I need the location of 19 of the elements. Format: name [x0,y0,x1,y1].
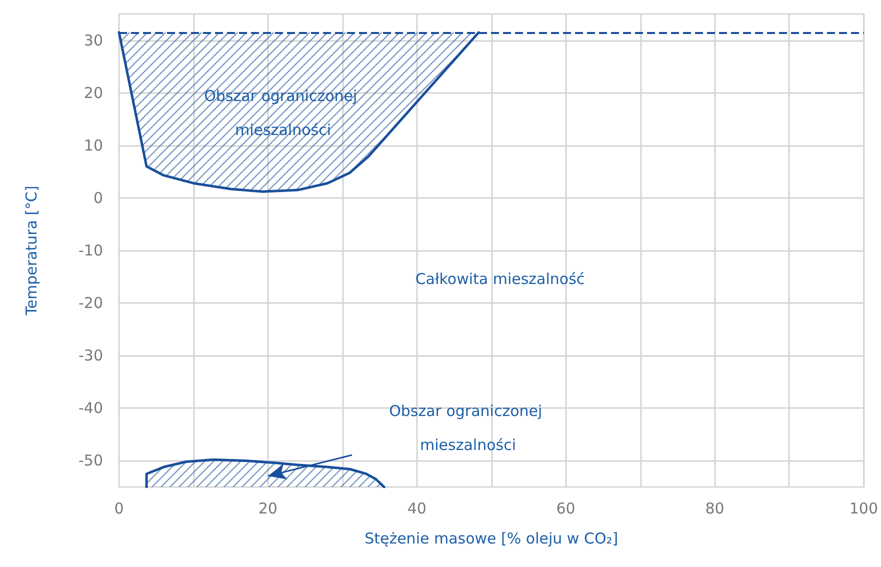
annotation: Obszar ograniczonej mieszalności [389,402,547,454]
x-axis-title: Stężenie masowe [% oleju w CO₂] [364,530,618,548]
y-tick-label: 20 [84,84,103,102]
x-tick-label: 60 [556,500,576,518]
x-tick-label: 20 [258,500,278,518]
y-tick-label: -20 [78,294,103,312]
y-tick-label: -10 [78,242,103,260]
x-tick-label: 0 [114,500,124,518]
x-tick-label: 100 [849,500,878,518]
annotation: Całkowita mieszalność [415,270,585,288]
y-tick-label: -50 [78,452,103,470]
y-tick-label: -40 [78,399,103,418]
x-tick-label: 40 [407,500,426,518]
y-tick-label: 10 [84,136,103,154]
y-axis-title: Temperatura [°C] [22,186,40,316]
x-tick-label: 80 [705,500,724,518]
y-tick-label: -30 [78,346,103,365]
y-tick-label: 30 [84,31,103,50]
y-tick-label: 0 [93,188,103,207]
